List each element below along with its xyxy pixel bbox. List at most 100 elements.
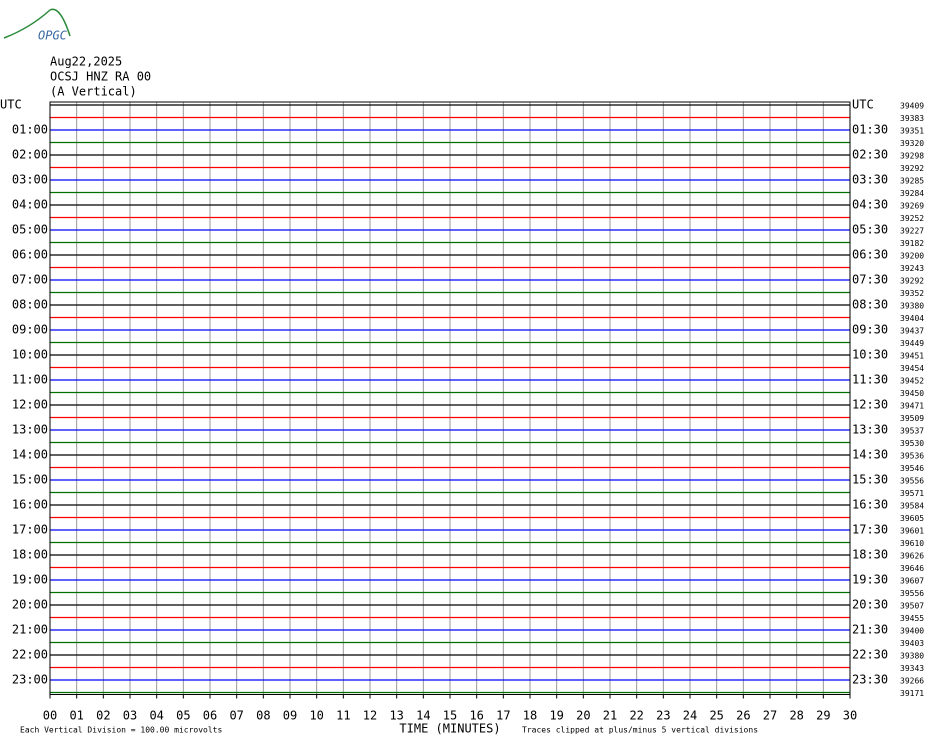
trace-count: 39556 bbox=[900, 589, 924, 598]
left-time-label: 09:00 bbox=[12, 323, 48, 337]
left-time-label: 21:00 bbox=[12, 623, 48, 637]
trace-count: 39471 bbox=[900, 402, 924, 411]
right-time-label: 13:30 bbox=[852, 423, 888, 437]
left-time-label: 11:00 bbox=[12, 373, 48, 387]
right-time-label: 11:30 bbox=[852, 373, 888, 387]
x-tick-label: 24 bbox=[683, 709, 697, 723]
trace-count: 39452 bbox=[900, 377, 924, 386]
right-time-label: 19:30 bbox=[852, 573, 888, 587]
plot-frame bbox=[49, 101, 851, 695]
trace-count: 39383 bbox=[900, 114, 924, 123]
right-time-label: 05:30 bbox=[852, 223, 888, 237]
right-time-label: 15:30 bbox=[852, 473, 888, 487]
left-time-label: 03:00 bbox=[12, 173, 48, 187]
trace-count: 39404 bbox=[900, 314, 924, 323]
x-tick-label: 08 bbox=[256, 709, 270, 723]
x-tick-label: 17 bbox=[496, 709, 510, 723]
x-tick-label: 04 bbox=[149, 709, 163, 723]
trace-count: 39455 bbox=[900, 614, 924, 623]
trace-count: 39343 bbox=[900, 664, 924, 673]
clip-note: Traces clipped at plus/minus 5 vertical … bbox=[522, 726, 758, 735]
trace-count: 39400 bbox=[900, 627, 924, 636]
x-axis-title: TIME (MINUTES) bbox=[399, 722, 500, 736]
left-time-label: 07:00 bbox=[12, 273, 48, 287]
x-tick-label: 15 bbox=[443, 709, 457, 723]
x-tick-label: 14 bbox=[416, 709, 430, 723]
left-time-label: 20:00 bbox=[12, 598, 48, 612]
trace-count: 39285 bbox=[900, 177, 924, 186]
right-time-label: 17:30 bbox=[852, 523, 888, 537]
trace-count: 39536 bbox=[900, 452, 924, 461]
x-tick-label: 26 bbox=[736, 709, 750, 723]
x-tick-label: 11 bbox=[336, 709, 350, 723]
left-time-label: 01:00 bbox=[12, 123, 48, 137]
trace-count: 39292 bbox=[900, 277, 924, 286]
right-time-label: 20:30 bbox=[852, 598, 888, 612]
trace-count: 39352 bbox=[900, 289, 924, 298]
trace-count: 39403 bbox=[900, 639, 924, 648]
date: Aug22,2025 bbox=[50, 55, 122, 69]
trace-count: 39626 bbox=[900, 552, 924, 561]
left-time-label: 10:00 bbox=[12, 348, 48, 362]
right-time-label: 04:30 bbox=[852, 198, 888, 212]
left-time-label: 12:00 bbox=[12, 398, 48, 412]
trace-count: 39266 bbox=[900, 677, 924, 686]
component: (A Vertical) bbox=[50, 85, 137, 99]
x-tick-label: 10 bbox=[309, 709, 323, 723]
right-time-label: UTC bbox=[852, 98, 874, 112]
x-tick-label: 00 bbox=[43, 709, 57, 723]
trace-count: 39284 bbox=[900, 189, 924, 198]
trace-count: 39646 bbox=[900, 564, 924, 573]
left-time-label: 16:00 bbox=[12, 498, 48, 512]
right-time-label: 23:30 bbox=[852, 673, 888, 687]
trace-count: 39546 bbox=[900, 464, 924, 473]
x-tick-label: 30 bbox=[843, 709, 857, 723]
left-time-label: 06:00 bbox=[12, 248, 48, 262]
x-tick-label: 05 bbox=[176, 709, 190, 723]
x-tick-label: 28 bbox=[789, 709, 803, 723]
trace-count: 39380 bbox=[900, 652, 924, 661]
left-time-label: 02:00 bbox=[12, 148, 48, 162]
x-tick-label: 12 bbox=[363, 709, 377, 723]
left-time-label: 05:00 bbox=[12, 223, 48, 237]
trace-count: 39292 bbox=[900, 164, 924, 173]
x-tick-label: 23 bbox=[656, 709, 670, 723]
trace-count: 39584 bbox=[900, 502, 924, 511]
right-time-label: 14:30 bbox=[852, 448, 888, 462]
x-tick-label: 02 bbox=[96, 709, 110, 723]
x-tick-label: 20 bbox=[576, 709, 590, 723]
logo-arc bbox=[3, 8, 71, 39]
trace-count: 39252 bbox=[900, 214, 924, 223]
trace-count: 39182 bbox=[900, 239, 924, 248]
right-time-label: 01:30 bbox=[852, 123, 888, 137]
trace-count: 39607 bbox=[900, 577, 924, 586]
left-time-label: 04:00 bbox=[12, 198, 48, 212]
x-tick-label: 13 bbox=[389, 709, 403, 723]
x-tick-label: 25 bbox=[709, 709, 723, 723]
trace-count: 39601 bbox=[900, 527, 924, 536]
trace-count: 39537 bbox=[900, 427, 924, 436]
trace-count: 39451 bbox=[900, 352, 924, 361]
x-tick-label: 07 bbox=[229, 709, 243, 723]
x-tick-label: 29 bbox=[816, 709, 830, 723]
x-tick-label: 18 bbox=[523, 709, 537, 723]
trace-count: 39298 bbox=[900, 152, 924, 161]
right-time-label: 06:30 bbox=[852, 248, 888, 262]
right-time-label: 09:30 bbox=[852, 323, 888, 337]
trace-count: 39409 bbox=[900, 102, 924, 111]
x-tick-label: 09 bbox=[283, 709, 297, 723]
right-time-label: 22:30 bbox=[852, 648, 888, 662]
scale-note: Each Vertical Division = 100.00 microvol… bbox=[20, 726, 222, 735]
trace-count: 39269 bbox=[900, 202, 924, 211]
left-time-label: 15:00 bbox=[12, 473, 48, 487]
trace-count: 39450 bbox=[900, 389, 924, 398]
left-time-label: 23:00 bbox=[12, 673, 48, 687]
left-time-label: 13:00 bbox=[12, 423, 48, 437]
trace-count: 39610 bbox=[900, 539, 924, 548]
trace-count: 39227 bbox=[900, 227, 924, 236]
left-time-label: 19:00 bbox=[12, 573, 48, 587]
left-time-label: 22:00 bbox=[12, 648, 48, 662]
left-time-label: UTC bbox=[0, 98, 22, 112]
left-time-label: 08:00 bbox=[12, 298, 48, 312]
